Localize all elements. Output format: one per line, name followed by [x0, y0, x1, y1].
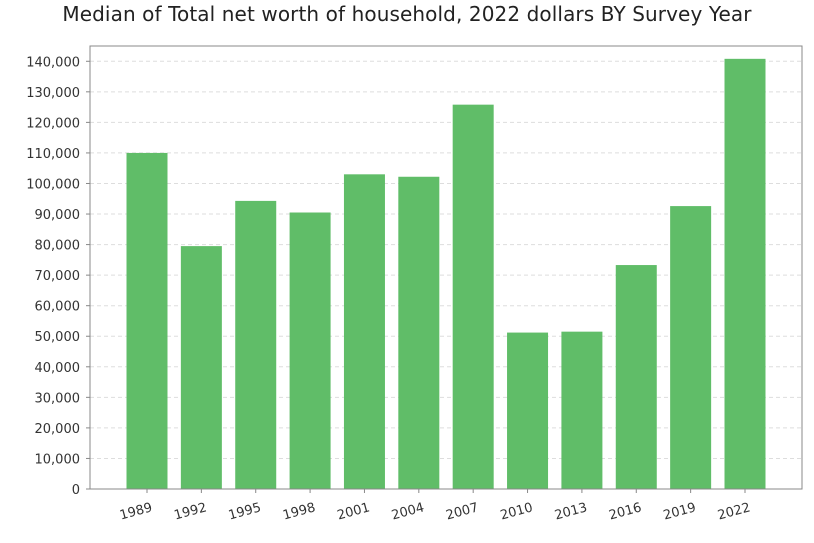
chart-title: Median of Total net worth of household, …: [62, 2, 752, 26]
y-tick-label: 80,000: [35, 239, 81, 254]
axes: 0 10,000 20,000 30,000 40,000 50,000 60,000 70,…: [26, 45, 803, 523]
x-tick-label: 2022: [716, 500, 752, 523]
x-tick-label: 2016: [607, 500, 643, 523]
bar-2004: [398, 176, 440, 489]
bar-2022: [724, 58, 766, 489]
y-tick-label: 30,000: [35, 391, 81, 406]
x-tick-label: 2007: [444, 500, 480, 523]
y-tick-label: 120,000: [26, 116, 80, 131]
plot-frame: [89, 45, 803, 490]
y-tick-label: 40,000: [35, 361, 81, 376]
y-tick-label: 70,000: [35, 269, 81, 284]
bar-2010: [507, 332, 549, 489]
y-tick-label: 140,000: [26, 55, 80, 70]
bar-1995: [235, 200, 277, 489]
x-tick-label: 2010: [499, 500, 535, 523]
y-tick-label: 100,000: [26, 177, 80, 192]
x-tick-label: 2019: [662, 500, 698, 523]
x-tick-label: 1992: [173, 500, 209, 523]
x-tick-label: 2004: [390, 500, 426, 523]
bar-2001: [343, 174, 385, 489]
bars: [126, 58, 766, 490]
y-tick-label: 20,000: [35, 422, 81, 437]
x-tick-label: 1995: [227, 500, 263, 523]
x-tick-label: 2001: [336, 500, 372, 523]
x-tick-label: 2013: [553, 500, 589, 523]
x-tick-label: 1998: [281, 500, 317, 523]
y-tick-label: 50,000: [35, 330, 81, 345]
y-tick-label: 90,000: [35, 208, 81, 223]
bar-1998: [289, 212, 331, 489]
bar-1989: [126, 152, 168, 489]
x-tick-label: 1989: [118, 500, 154, 523]
bar-2019: [670, 206, 712, 489]
y-tick-label: 110,000: [26, 147, 80, 162]
bar-2016: [615, 265, 657, 489]
y-tick-label: 130,000: [26, 86, 80, 101]
y-tick-label: 0: [72, 483, 80, 498]
bar-1992: [180, 246, 222, 489]
bar-2007: [452, 104, 494, 490]
bar-2013: [561, 331, 603, 489]
y-tick-label: 10,000: [35, 452, 81, 467]
y-tick-label: 60,000: [35, 300, 81, 315]
